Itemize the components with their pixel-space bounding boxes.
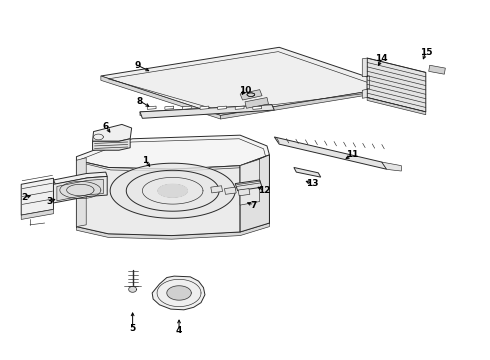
- Polygon shape: [429, 65, 445, 74]
- Polygon shape: [245, 98, 269, 108]
- Polygon shape: [200, 106, 209, 109]
- Polygon shape: [21, 178, 53, 215]
- Polygon shape: [140, 105, 274, 118]
- Polygon shape: [140, 105, 272, 116]
- Text: 15: 15: [419, 48, 432, 57]
- Polygon shape: [294, 167, 321, 177]
- Polygon shape: [76, 223, 270, 239]
- Polygon shape: [167, 286, 191, 300]
- Text: 10: 10: [239, 86, 251, 95]
- Polygon shape: [238, 189, 250, 196]
- Polygon shape: [253, 106, 262, 109]
- Polygon shape: [147, 106, 156, 109]
- Text: 7: 7: [250, 201, 257, 210]
- Polygon shape: [211, 186, 222, 193]
- Text: 1: 1: [142, 156, 148, 165]
- Polygon shape: [152, 276, 205, 310]
- Polygon shape: [93, 125, 132, 141]
- Polygon shape: [235, 106, 244, 109]
- Polygon shape: [76, 135, 270, 169]
- Polygon shape: [76, 158, 86, 226]
- Polygon shape: [76, 160, 240, 235]
- Polygon shape: [101, 47, 396, 116]
- Text: 2: 2: [21, 193, 27, 202]
- Polygon shape: [274, 137, 387, 169]
- Text: 14: 14: [375, 54, 388, 63]
- Polygon shape: [182, 106, 191, 109]
- Polygon shape: [53, 176, 107, 203]
- Polygon shape: [21, 210, 53, 220]
- Polygon shape: [235, 180, 262, 191]
- Polygon shape: [93, 139, 130, 150]
- Polygon shape: [165, 106, 173, 109]
- Polygon shape: [53, 172, 107, 184]
- Polygon shape: [110, 163, 235, 218]
- Polygon shape: [240, 155, 270, 232]
- Text: 8: 8: [137, 96, 143, 105]
- Polygon shape: [240, 159, 260, 205]
- Polygon shape: [57, 179, 103, 201]
- Polygon shape: [218, 106, 226, 109]
- Polygon shape: [158, 184, 187, 197]
- Polygon shape: [367, 98, 426, 115]
- Text: 9: 9: [134, 61, 141, 70]
- Polygon shape: [367, 58, 426, 112]
- Text: 12: 12: [258, 186, 271, 195]
- Polygon shape: [101, 76, 220, 119]
- Text: 3: 3: [47, 197, 53, 206]
- Text: 6: 6: [102, 122, 109, 131]
- Polygon shape: [129, 287, 137, 292]
- Polygon shape: [224, 187, 236, 194]
- Polygon shape: [240, 90, 262, 100]
- Polygon shape: [220, 87, 396, 119]
- Text: 11: 11: [346, 150, 359, 159]
- Polygon shape: [382, 162, 401, 171]
- Polygon shape: [362, 58, 369, 98]
- Text: 4: 4: [176, 326, 182, 335]
- Text: 5: 5: [129, 324, 136, 333]
- Text: 13: 13: [306, 179, 318, 188]
